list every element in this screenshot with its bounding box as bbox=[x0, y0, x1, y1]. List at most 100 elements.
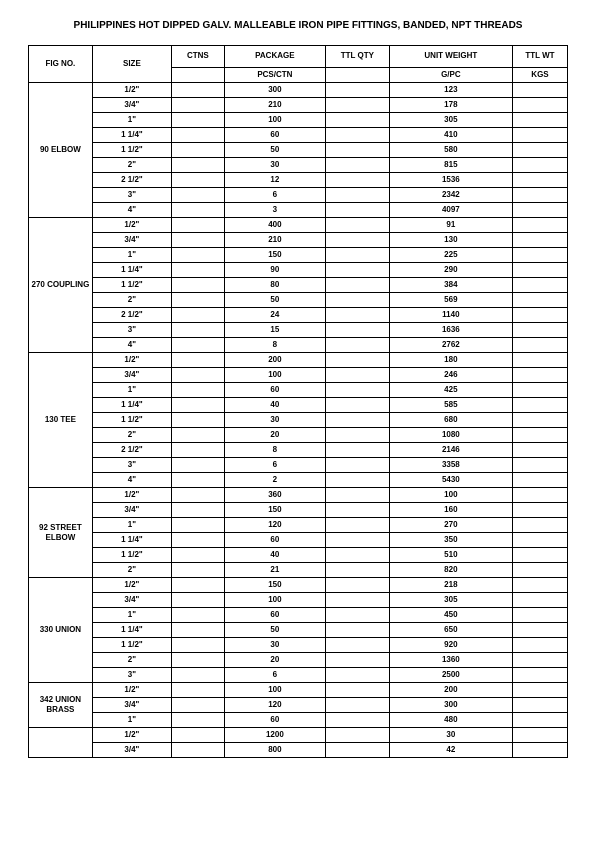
cell-pkg: 100 bbox=[224, 368, 325, 383]
cell-qty bbox=[325, 713, 389, 728]
cell-pkg: 30 bbox=[224, 158, 325, 173]
cell-ctns bbox=[171, 413, 224, 428]
cell-ctns bbox=[171, 293, 224, 308]
cell-pkg: 800 bbox=[224, 743, 325, 758]
cell-uw: 200 bbox=[389, 683, 512, 698]
cell-qty bbox=[325, 338, 389, 353]
cell-wt bbox=[512, 578, 567, 593]
cell-wt bbox=[512, 248, 567, 263]
th-ctns-sub bbox=[171, 68, 224, 83]
cell-uw: 580 bbox=[389, 143, 512, 158]
cell-ctns bbox=[171, 143, 224, 158]
cell-wt bbox=[512, 368, 567, 383]
cell-size: 1" bbox=[92, 248, 171, 263]
cell-qty bbox=[325, 593, 389, 608]
cell-qty bbox=[325, 203, 389, 218]
th-pcsctn: PCS/CTN bbox=[224, 68, 325, 83]
table-row: 3/4"100246 bbox=[29, 368, 568, 383]
table-row: 90 ELBOW1/2"300123 bbox=[29, 83, 568, 98]
cell-pkg: 3 bbox=[224, 203, 325, 218]
cell-wt bbox=[512, 143, 567, 158]
cell-qty bbox=[325, 743, 389, 758]
cell-ctns bbox=[171, 713, 224, 728]
table-row: 1 1/2"80384 bbox=[29, 278, 568, 293]
cell-ctns bbox=[171, 533, 224, 548]
table-row: 1"120270 bbox=[29, 518, 568, 533]
th-kgs: KGS bbox=[512, 68, 567, 83]
table-row: 1/2"120030 bbox=[29, 728, 568, 743]
cell-pkg: 210 bbox=[224, 98, 325, 113]
th-size: SIZE bbox=[92, 46, 171, 83]
table-row: 130 TEE1/2"200180 bbox=[29, 353, 568, 368]
cell-ctns bbox=[171, 263, 224, 278]
cell-qty bbox=[325, 518, 389, 533]
cell-pkg: 300 bbox=[224, 83, 325, 98]
cell-pkg: 1200 bbox=[224, 728, 325, 743]
cell-uw: 225 bbox=[389, 248, 512, 263]
cell-uw: 270 bbox=[389, 518, 512, 533]
group-name bbox=[29, 728, 93, 758]
cell-pkg: 30 bbox=[224, 413, 325, 428]
table-row: 1 1/2"40510 bbox=[29, 548, 568, 563]
cell-qty bbox=[325, 263, 389, 278]
cell-qty bbox=[325, 533, 389, 548]
cell-size: 1/2" bbox=[92, 83, 171, 98]
cell-qty bbox=[325, 563, 389, 578]
cell-uw: 91 bbox=[389, 218, 512, 233]
cell-pkg: 15 bbox=[224, 323, 325, 338]
cell-qty bbox=[325, 98, 389, 113]
cell-size: 3" bbox=[92, 668, 171, 683]
th-gpc: G/PC bbox=[389, 68, 512, 83]
cell-pkg: 21 bbox=[224, 563, 325, 578]
cell-uw: 305 bbox=[389, 113, 512, 128]
cell-uw: 305 bbox=[389, 593, 512, 608]
cell-pkg: 20 bbox=[224, 428, 325, 443]
cell-wt bbox=[512, 218, 567, 233]
group-name: 90 ELBOW bbox=[29, 83, 93, 218]
cell-wt bbox=[512, 518, 567, 533]
cell-ctns bbox=[171, 368, 224, 383]
cell-size: 1 1/4" bbox=[92, 263, 171, 278]
cell-size: 1" bbox=[92, 113, 171, 128]
cell-wt bbox=[512, 263, 567, 278]
cell-size: 1 1/2" bbox=[92, 413, 171, 428]
cell-size: 3/4" bbox=[92, 698, 171, 713]
table-row: 1 1/4"60350 bbox=[29, 533, 568, 548]
cell-ctns bbox=[171, 338, 224, 353]
cell-uw: 1536 bbox=[389, 173, 512, 188]
cell-uw: 160 bbox=[389, 503, 512, 518]
cell-qty bbox=[325, 323, 389, 338]
group-name: 270 COUPLING bbox=[29, 218, 93, 353]
table-row: 2 1/2"121536 bbox=[29, 173, 568, 188]
cell-wt bbox=[512, 653, 567, 668]
cell-pkg: 20 bbox=[224, 653, 325, 668]
table-row: 2 1/2"241140 bbox=[29, 308, 568, 323]
cell-ctns bbox=[171, 488, 224, 503]
cell-pkg: 50 bbox=[224, 143, 325, 158]
cell-uw: 4097 bbox=[389, 203, 512, 218]
cell-size: 2" bbox=[92, 293, 171, 308]
cell-wt bbox=[512, 233, 567, 248]
cell-uw: 2762 bbox=[389, 338, 512, 353]
cell-uw: 480 bbox=[389, 713, 512, 728]
cell-size: 1 1/2" bbox=[92, 143, 171, 158]
cell-qty bbox=[325, 443, 389, 458]
cell-size: 3/4" bbox=[92, 503, 171, 518]
table-row: 4" 3 4097 bbox=[29, 203, 568, 218]
cell-qty bbox=[325, 503, 389, 518]
cell-size: 1" bbox=[92, 608, 171, 623]
cell-size: 1/2" bbox=[92, 728, 171, 743]
th-figno: FIG NO. bbox=[29, 46, 93, 83]
cell-size: 1" bbox=[92, 518, 171, 533]
cell-ctns bbox=[171, 248, 224, 263]
cell-pkg: 8 bbox=[224, 338, 325, 353]
cell-wt bbox=[512, 203, 567, 218]
group-name: 130 TEE bbox=[29, 353, 93, 488]
cell-size: 4" bbox=[92, 203, 171, 218]
cell-qty bbox=[325, 608, 389, 623]
cell-uw: 2146 bbox=[389, 443, 512, 458]
cell-ctns bbox=[171, 743, 224, 758]
cell-qty bbox=[325, 548, 389, 563]
cell-pkg: 100 bbox=[224, 593, 325, 608]
cell-uw: 123 bbox=[389, 83, 512, 98]
